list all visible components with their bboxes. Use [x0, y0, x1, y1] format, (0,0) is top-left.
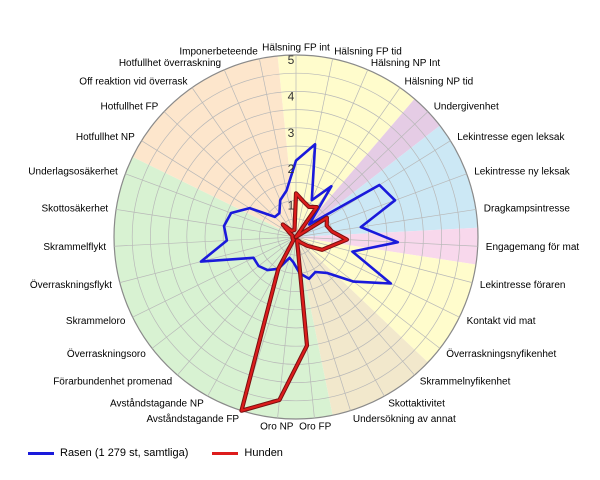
- category-label-4: Undergivenhet: [434, 102, 499, 113]
- grid-spoke-13: [295, 236, 385, 397]
- category-label-0: Hälsning FP int: [262, 43, 330, 54]
- category-label-8: Engagemang för mat: [486, 242, 580, 253]
- category-label-23: Skrammelflykt: [43, 242, 106, 253]
- series-rasen-line: [199, 143, 400, 285]
- category-label-30: Imponerbeteende: [179, 46, 258, 57]
- category-label-25: Underlagsosäkerhet: [28, 167, 118, 178]
- category-label-12: Skrammelnyfikenhet: [420, 377, 511, 388]
- grid-spoke-25: [125, 173, 297, 238]
- grid-spoke-24: [116, 209, 297, 238]
- tick-label-1: 1: [288, 199, 295, 213]
- tick-label-3: 3: [288, 126, 295, 140]
- grid-spoke-6: [295, 173, 467, 238]
- grid-spoke-26: [141, 140, 297, 238]
- category-label-15: Oro FP: [299, 422, 332, 433]
- category-label-28: Off reaktion vid överrask: [79, 77, 188, 88]
- background-sector-2: [296, 125, 478, 237]
- tick-label-4: 4: [288, 89, 295, 103]
- grid-spoke-20: [151, 236, 297, 349]
- category-label-26: Hotfullhet NP: [76, 132, 135, 143]
- grid-spoke-4: [295, 111, 429, 238]
- grid-spoke-9: [295, 236, 473, 283]
- grid-spoke-8: [295, 236, 478, 247]
- legend-swatch-hunden: [212, 451, 239, 455]
- grid-spoke-23: [114, 236, 297, 247]
- grid-spoke-11: [295, 236, 441, 349]
- background-sector-7: [132, 55, 296, 238]
- grid-spoke-21: [132, 236, 297, 318]
- category-label-21: Skrammeloro: [66, 316, 126, 327]
- category-label-18: Avståndstagande NP: [110, 398, 204, 410]
- series-hunden-line: [240, 192, 348, 412]
- category-label-16: Oro NP: [260, 422, 294, 433]
- category-label-10: Kontakt vid mat: [467, 316, 536, 327]
- grid-spoke-30: [259, 58, 297, 238]
- background-sector-6: [114, 156, 333, 419]
- grid-spoke-2: [295, 69, 369, 238]
- background-sector-5: [296, 237, 428, 416]
- category-label-22: Överraskningsflykt: [30, 279, 112, 291]
- radial-tick-labels: 1 2 3 4 5: [288, 53, 295, 213]
- series-lines: [199, 143, 400, 413]
- legend-label-hunden: Hunden: [244, 447, 283, 459]
- category-label-13: Skottaktivitet: [388, 399, 445, 410]
- legend-swatch-rasen: [28, 451, 54, 455]
- category-label-24: Skottosäkerhet: [41, 204, 108, 215]
- category-label-29: Hotfullhet överraskning: [119, 58, 221, 69]
- grid-spoke-19: [177, 236, 297, 376]
- legend-label-rasen: Rasen (1 279 st, samtliga): [60, 447, 189, 459]
- category-label-2: Hälsning NP Int: [371, 58, 441, 69]
- category-label-3: Hälsning NP tid: [405, 77, 474, 88]
- category-label-9: Lekintresse föraren: [480, 280, 566, 291]
- grid-spoke-12: [295, 236, 415, 376]
- category-label-6: Lekintresse ny leksak: [474, 167, 571, 178]
- tick-label-5: 5: [288, 53, 295, 67]
- category-label-14: Undersökning av annat: [353, 414, 456, 425]
- category-label-11: Överraskningsnyfikenhet: [446, 348, 556, 360]
- grid-spoke-14: [295, 236, 351, 411]
- grid-spoke-7: [295, 209, 476, 238]
- category-label-7: Dragkampsintresse: [484, 204, 571, 215]
- tick-label-2: 2: [288, 162, 295, 176]
- grid-spoke-16: [277, 236, 297, 419]
- legend-item-hunden: Hunden: [212, 447, 283, 459]
- category-label-17: Avståndstagande FP: [146, 413, 239, 425]
- category-label-5: Lekintresse egen leksak: [457, 132, 565, 143]
- category-label-1: Hälsning FP tid: [334, 46, 402, 57]
- category-label-19: Förarbundenhet promenad: [53, 377, 172, 388]
- category-label-27: Hotfullhet FP: [100, 102, 158, 113]
- legend-item-rasen: Rasen (1 279 st, samtliga): [28, 447, 188, 459]
- legend: Rasen (1 279 st, samtliga) Hunden: [28, 444, 307, 462]
- grid-spoke-29: [223, 69, 297, 238]
- category-label-20: Överraskningsoro: [67, 348, 146, 360]
